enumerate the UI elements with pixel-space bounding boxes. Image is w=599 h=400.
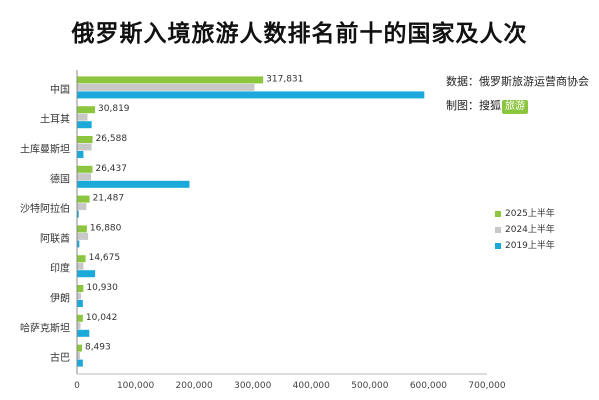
- bar-2025上半年: [77, 314, 83, 322]
- bar-2024上半年: [77, 352, 80, 360]
- bar-2019上半年: [77, 180, 190, 188]
- category-label: 古巴: [50, 351, 70, 364]
- bar-2019上半年: [77, 359, 83, 367]
- category-label: 中国: [50, 83, 70, 96]
- bar-2025上半年: [77, 225, 87, 233]
- x-tick-label: 200,000: [176, 381, 213, 391]
- data-label: 26,437: [95, 164, 127, 174]
- bar-2025上半年: [77, 165, 93, 173]
- source-note: 数据：俄罗斯旅游运营商协会: [446, 75, 589, 88]
- bar-2024上半年: [77, 322, 81, 330]
- bar-2025上半年: [77, 195, 90, 203]
- bar-2024上半年: [77, 143, 92, 151]
- bar-2024上半年: [77, 83, 255, 91]
- bar-2024上半年: [77, 173, 92, 181]
- bar-2019上半年: [77, 91, 425, 99]
- bar-2024上半年: [77, 232, 89, 240]
- category-label: 哈萨克斯坦: [20, 321, 70, 334]
- bar-2025上半年: [77, 255, 86, 263]
- legend: 2025上半年 2024上半年 2019上半年: [495, 206, 555, 254]
- bar-2024上半年: [77, 262, 84, 270]
- category-label: 阿联酋: [40, 232, 70, 245]
- x-tick-label: 400,000: [293, 381, 330, 391]
- data-label: 26,588: [96, 134, 128, 144]
- legend-label: 2025上半年: [505, 209, 555, 219]
- bar-2019上半年: [77, 151, 84, 158]
- bar-2019上半年: [77, 270, 96, 278]
- x-tick-label: 500,000: [351, 381, 388, 391]
- bar-2019上半年: [77, 240, 80, 248]
- plot-area: 中国 317,831 土耳其 30,819 土库曼斯坦 26,588 德国 26,437 沙特阿…: [20, 70, 506, 391]
- x-tick-label: 600,000: [410, 381, 447, 391]
- legend-item: 2019上半年: [495, 238, 555, 254]
- category-label: 伊朗: [50, 293, 70, 305]
- legend-label: 2024上半年: [505, 225, 555, 235]
- bar-2025上半年: [77, 136, 93, 143]
- data-label: 30,819: [98, 104, 130, 114]
- data-label: 21,487: [93, 194, 125, 204]
- bar-2024上半年: [77, 113, 88, 121]
- bar-2025上半年: [77, 76, 264, 84]
- bar-2019上半年: [77, 300, 83, 307]
- legend-swatch: [495, 243, 501, 249]
- legend-swatch: [495, 227, 501, 233]
- data-label: 10,930: [86, 283, 118, 293]
- category-label: 土耳其: [40, 113, 70, 126]
- legend-item: 2025上半年: [495, 206, 555, 222]
- x-tick-label: 0: [74, 381, 80, 391]
- chart-notes: 数据：俄罗斯旅游运营商协会 制图：搜狐 旅游: [446, 70, 589, 118]
- data-label: 8,493: [85, 343, 111, 353]
- bar-2025上半年: [77, 344, 82, 352]
- data-label: 16,880: [90, 223, 122, 233]
- producer-note: 制图：搜狐 旅游: [446, 94, 589, 118]
- data-label: 14,675: [89, 253, 121, 263]
- x-tick-label: 700,000: [468, 381, 505, 391]
- data-label: 10,042: [86, 313, 118, 323]
- category-label: 沙特阿拉伯: [20, 202, 70, 215]
- chart-title: 俄罗斯入境旅游人数排名前十的国家及人次: [71, 21, 528, 47]
- bar-2024上半年: [77, 292, 82, 300]
- bar-2025上半年: [77, 106, 96, 114]
- data-label: 317,831: [266, 74, 303, 84]
- legend-item: 2024上半年: [495, 222, 555, 238]
- category-label: 土库曼斯坦: [20, 143, 70, 156]
- producer-tag: 旅游: [502, 100, 528, 114]
- category-label: 印度: [50, 262, 70, 275]
- bar-2019上半年: [77, 121, 92, 129]
- x-tick-label: 100,000: [117, 381, 154, 391]
- bar-2025上半年: [77, 285, 84, 292]
- bar-2019上半年: [77, 329, 90, 337]
- bar-2019上半年: [77, 210, 79, 218]
- producer-label: 制图：搜狐: [446, 99, 501, 112]
- x-tick-label: 300,000: [234, 381, 271, 391]
- legend-label: 2019上半年: [505, 241, 555, 251]
- category-label: 德国: [50, 172, 70, 185]
- bar-2024上半年: [77, 203, 87, 211]
- legend-swatch: [495, 211, 501, 217]
